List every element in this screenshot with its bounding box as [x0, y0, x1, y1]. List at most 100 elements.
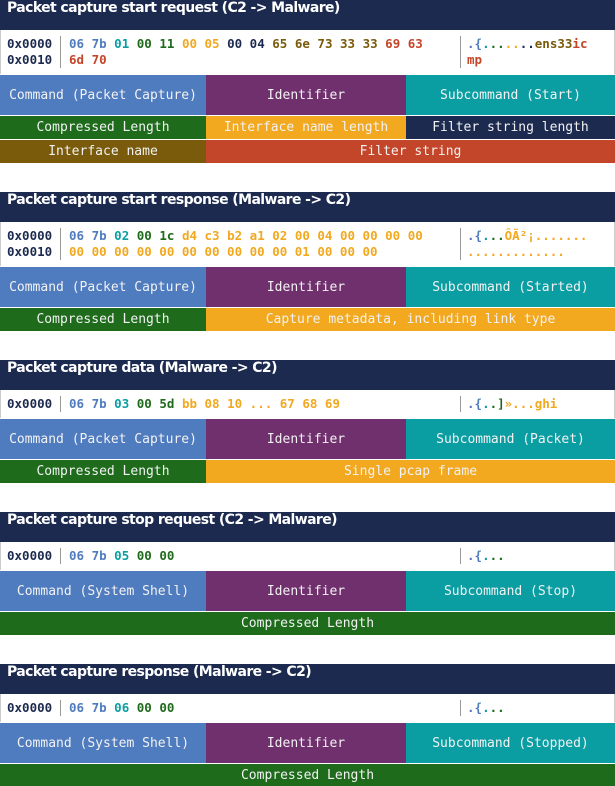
packet-panel: Packet capture start response (Malware -…: [0, 192, 615, 331]
packet-panel: Packet capture response (Malware -> C2) 0…: [0, 664, 615, 786]
ascii-segment: .: [482, 396, 490, 411]
hex-bytes-segment: 06 7b: [69, 396, 107, 411]
packet-panel: Packet capture start request (C2 -> Malw…: [0, 0, 615, 163]
field: Command (Packet Capture): [0, 267, 206, 307]
ascii-line: .{...ÔÃ²¡.......: [467, 228, 587, 244]
ascii: .{...ÔÃ²¡....................: [461, 228, 587, 260]
field: Capture metadata, including link type: [206, 308, 615, 331]
panel-title: Packet capture data (Malware -> C2): [0, 360, 615, 390]
hex-dump: 0x0000 0x0010 06 7b 01 00 11 00 05 00 04 6…: [0, 30, 615, 74]
ascii-segment: .: [482, 548, 490, 563]
hex-bytes-segment: 06 7b: [69, 548, 107, 563]
ascii-line: .............: [467, 244, 587, 260]
field: Command (Packet Capture): [0, 75, 206, 115]
field: Filter string: [206, 140, 615, 163]
offsets: 0x0000: [1, 700, 61, 716]
hex-bytes-segment: 6d 70: [69, 52, 107, 67]
ascii-segment: ..: [504, 36, 520, 51]
hex-bytes-segment: bb 08 10 ... 67 68 69: [181, 396, 340, 411]
offset: 0x0010: [7, 52, 53, 67]
panel-title: Packet capture response (Malware -> C2): [0, 664, 615, 694]
offset: 0x0010: [7, 244, 53, 259]
field: Subcommand (Packet): [406, 419, 615, 459]
field: Filter string length: [406, 116, 615, 139]
ascii: .{..]»...ghi: [461, 396, 557, 412]
hex-dump: 0x0000 06 7b 03 00 5d bb 08 10 ... 67 68 …: [0, 390, 615, 418]
field: Command (System Shell): [0, 571, 206, 611]
ascii-line: .{...: [467, 700, 505, 716]
offsets: 0x0000 0x0010: [1, 228, 61, 260]
ascii: .{...: [461, 700, 505, 716]
hex-bytes-segment: 00 11: [136, 36, 175, 51]
field: Identifier: [206, 571, 406, 611]
ascii-segment: .: [482, 700, 490, 715]
hex-bytes-line: 06 7b 02 00 1c d4 c3 b2 a1 02 00 04 00 0…: [69, 228, 460, 244]
hex-bytes-segment: 06 7b: [69, 36, 107, 51]
ascii-segment: ic: [572, 36, 588, 51]
ascii-line: .{...: [467, 548, 505, 564]
field: Compressed Length: [0, 116, 206, 139]
ascii-segment: .{: [467, 228, 483, 243]
hex-bytes-segment: 00 5d: [136, 396, 175, 411]
offsets: 0x0000 0x0010: [1, 36, 61, 68]
hex-bytes-line: 06 7b 03 00 5d bb 08 10 ... 67 68 69: [69, 396, 460, 412]
field: Subcommand (Stopped): [406, 723, 615, 763]
field-row: Interface name Filter string: [0, 140, 615, 163]
field: Identifier: [206, 75, 406, 115]
ascii-line: mp: [467, 52, 587, 68]
hex-bytes-segment: 02: [114, 228, 130, 243]
offset: 0x0000: [7, 548, 53, 563]
hex-bytes-segment: 00 00: [136, 548, 175, 563]
field: Interface name: [0, 140, 206, 163]
hex-bytes-segment: 00 00 00 00 00 00 00 00 00 00 01 00 00 0…: [69, 244, 378, 259]
hex-bytes: 06 7b 03 00 5d bb 08 10 ... 67 68 69: [61, 396, 461, 412]
field-row: Compressed Length Interface name length Fi…: [0, 116, 615, 139]
panel-title: Packet capture start response (Malware -…: [0, 192, 615, 222]
offsets: 0x0000: [1, 548, 61, 564]
hex-bytes-segment: 06: [114, 700, 130, 715]
field: Single pcap frame: [206, 460, 615, 483]
hex-bytes-segment: 03: [114, 396, 130, 411]
ascii-segment: .{: [467, 548, 483, 563]
hex-bytes: 06 7b 01 00 11 00 05 00 04 65 6e 73 33 3…: [61, 36, 461, 68]
hex-bytes-line: 6d 70: [69, 52, 460, 68]
packet-panel: Packet capture data (Malware -> C2) 0x000…: [0, 360, 615, 483]
ascii-segment: mp: [467, 52, 483, 67]
hex-bytes-segment: 69 63: [385, 36, 423, 51]
hex-dump: 0x0000 06 7b 06 00 00 .{...: [0, 694, 615, 722]
field: Identifier: [206, 723, 406, 763]
hex-dump: 0x0000 0x0010 06 7b 02 00 1c d4 c3 b2 a1 0…: [0, 222, 615, 266]
ascii-segment: ..: [489, 548, 505, 563]
field: Compressed Length: [0, 460, 206, 483]
ascii: .{...: [461, 548, 505, 564]
offset: 0x0000: [7, 228, 53, 243]
hex-dump: 0x0000 06 7b 05 00 00 .{...: [0, 542, 615, 570]
field-row: Command (Packet Capture) Identifier Subcom…: [0, 419, 615, 459]
offset: 0x0000: [7, 36, 53, 51]
ascii-line: .{..]»...ghi: [467, 396, 557, 412]
field: Command (Packet Capture): [0, 419, 206, 459]
hex-bytes-line: 00 00 00 00 00 00 00 00 00 00 01 00 00 0…: [69, 244, 460, 260]
hex-bytes-segment: 65 6e 73 33 33: [272, 36, 378, 51]
hex-bytes-line: 06 7b 06 00 00: [69, 700, 460, 716]
hex-bytes-segment: d4 c3 b2 a1 02 00 04 00 00 00 00: [181, 228, 423, 243]
field-row: Compressed Length Single pcap frame: [0, 460, 615, 483]
field: Subcommand (Started): [406, 267, 615, 307]
hex-bytes: 06 7b 02 00 1c d4 c3 b2 a1 02 00 04 00 0…: [61, 228, 461, 260]
ascii-segment: ..: [489, 700, 505, 715]
panel-title: Packet capture start request (C2 -> Malw…: [0, 0, 615, 30]
ascii-segment: .{: [467, 700, 483, 715]
ascii-line: .{.......ens33ic: [467, 36, 587, 52]
field-row: Compressed Length: [0, 764, 615, 786]
ascii-segment: ..: [489, 36, 505, 51]
hex-bytes-segment: 00 00: [136, 700, 175, 715]
hex-bytes: 06 7b 06 00 00: [61, 700, 461, 716]
ascii-segment: ..: [519, 36, 535, 51]
field: Command (System Shell): [0, 723, 206, 763]
field-row: Command (Packet Capture) Identifier Subcom…: [0, 267, 615, 307]
ascii-segment: »...ghi: [504, 396, 558, 411]
offset: 0x0000: [7, 700, 53, 715]
field-row: Compressed Length Capture metadata, inclu…: [0, 308, 615, 331]
hex-bytes-segment: 06 7b: [69, 700, 107, 715]
ascii-segment: ..: [489, 228, 505, 243]
